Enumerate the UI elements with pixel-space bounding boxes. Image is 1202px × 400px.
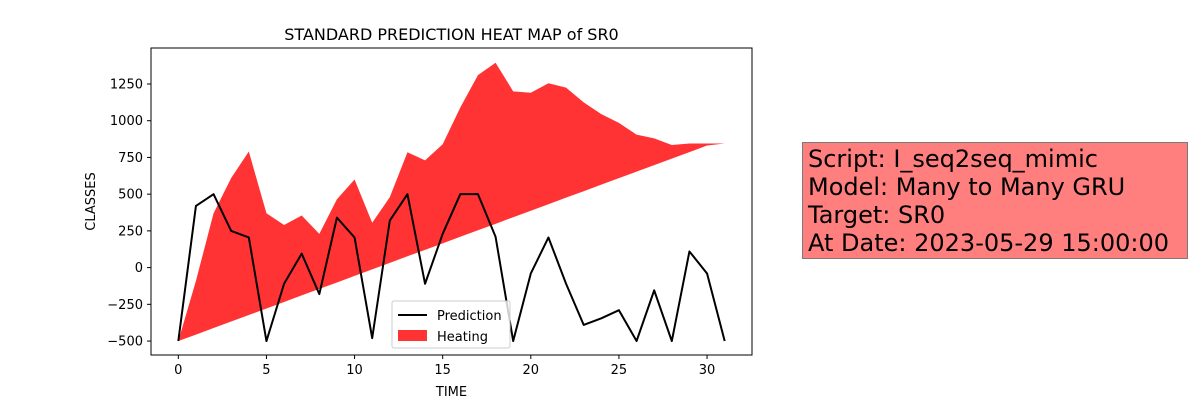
info-script: Script: I_seq2seq_mimic [808,145,1098,173]
y-tick-label: 750 [118,151,143,166]
legend: Prediction Heating [391,300,511,349]
heating-area [178,62,725,342]
x-tick-label: 30 [699,363,716,378]
y-tick-label: −500 [107,335,143,350]
y-axis-label: CLASSES [84,172,99,230]
y-tick-label: −250 [107,298,143,313]
legend-heating-swatch [398,330,427,341]
plot-area [177,62,726,343]
info-box: Script: I_seq2seq_mimic Model: Many to M… [802,142,1188,259]
prediction-line [177,193,726,343]
x-tick-label: 10 [346,363,363,378]
y-tick-label: 0 [135,261,143,276]
x-tick-label: 0 [174,363,182,378]
x-tick-label: 5 [262,363,270,378]
y-tick-label: 250 [118,224,143,239]
legend-heating-label: Heating [437,330,488,345]
chart-title: STANDARD PREDICTION HEAT MAP of SR0 [284,25,618,44]
y-tick-label: 1000 [110,114,143,129]
chart: STANDARD PREDICTION HEAT MAP of SR0 0 5 10… [84,25,753,400]
y-axis: −500 −250 0 250 500 750 1000 1250 [107,77,151,350]
y-tick-label: 1250 [110,77,143,92]
legend-prediction-label: Prediction [437,309,502,324]
x-tick-label: 25 [611,363,628,378]
info-date: At Date: 2023-05-29 15:00:00 [808,229,1170,257]
prediction-points [178,194,725,342]
x-axis: 0 5 10 15 20 25 30 [174,355,715,378]
x-tick-label: 20 [523,363,540,378]
x-tick-label: 15 [434,363,451,378]
info-target: Target: SR0 [808,201,946,229]
x-axis-label: TIME [435,385,467,400]
plot-frame [150,47,753,356]
info-model: Model: Many to Many GRU [808,173,1126,201]
y-tick-label: 500 [118,188,143,203]
